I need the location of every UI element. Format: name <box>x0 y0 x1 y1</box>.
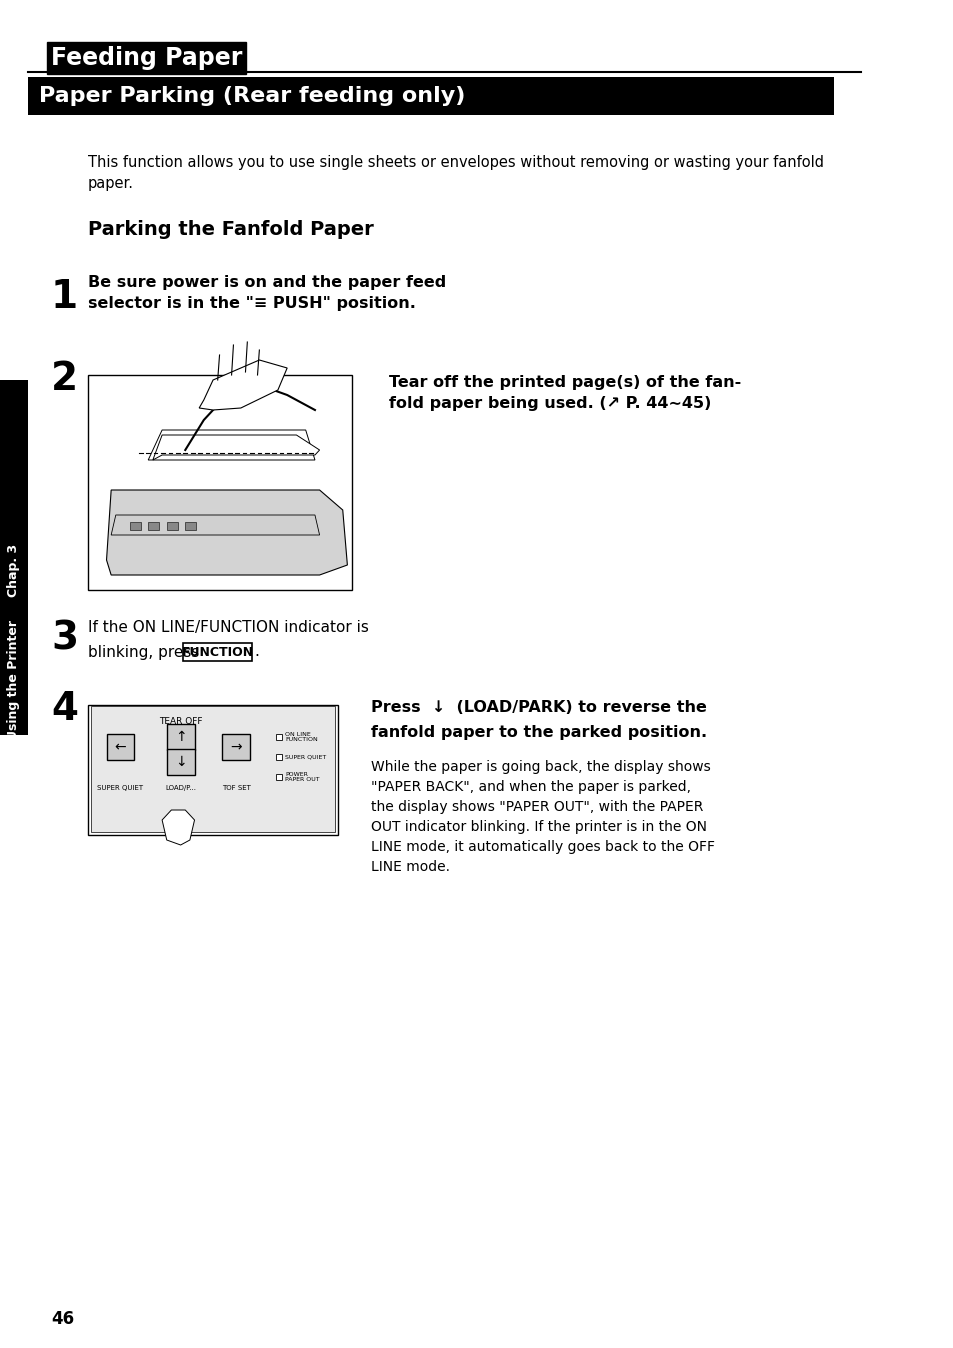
Bar <box>167 522 177 530</box>
Text: Paper Parking (Rear feeding only): Paper Parking (Rear feeding only) <box>39 86 465 106</box>
Bar <box>130 522 141 530</box>
FancyBboxPatch shape <box>222 735 250 760</box>
Text: FUNCTION: FUNCTION <box>181 646 253 659</box>
Text: 2: 2 <box>51 360 78 398</box>
Bar <box>275 735 281 740</box>
Text: ↓: ↓ <box>174 755 186 768</box>
Text: blinking, press: blinking, press <box>88 644 204 661</box>
Text: Using the Printer: Using the Printer <box>8 620 20 740</box>
Text: →: → <box>231 740 242 754</box>
Bar <box>148 522 159 530</box>
Text: LOAD/P...: LOAD/P... <box>165 785 196 791</box>
Bar <box>28 77 833 115</box>
Text: If the ON LINE/FUNCTION indicator is: If the ON LINE/FUNCTION indicator is <box>88 620 369 635</box>
Bar <box>88 375 352 590</box>
Bar <box>275 754 281 760</box>
Polygon shape <box>199 360 287 410</box>
Bar <box>0 380 28 735</box>
Polygon shape <box>152 435 319 460</box>
Text: Be sure power is on and the paper feed
selector is in the "≡ PUSH" position.: Be sure power is on and the paper feed s… <box>88 275 446 311</box>
FancyBboxPatch shape <box>167 724 194 749</box>
Text: Tear off the printed page(s) of the fan-
fold paper being used. (↗ P. 44∼45): Tear off the printed page(s) of the fan-… <box>389 375 740 411</box>
Text: TEAR OFF: TEAR OFF <box>159 717 202 727</box>
Polygon shape <box>107 491 347 576</box>
Text: ↑: ↑ <box>174 731 186 744</box>
Text: POWER
PAPER OUT: POWER PAPER OUT <box>285 771 319 782</box>
Text: Feeding Paper: Feeding Paper <box>51 46 242 70</box>
Bar <box>88 705 337 834</box>
FancyBboxPatch shape <box>167 749 194 775</box>
FancyBboxPatch shape <box>183 643 252 661</box>
Text: TOF SET: TOF SET <box>221 785 251 791</box>
Text: 1: 1 <box>51 278 78 315</box>
Bar <box>275 774 281 780</box>
FancyBboxPatch shape <box>107 735 134 760</box>
Polygon shape <box>112 515 319 535</box>
Text: Press  ↓  (LOAD/PARK) to reverse the: Press ↓ (LOAD/PARK) to reverse the <box>370 700 705 714</box>
Text: Parking the Fanfold Paper: Parking the Fanfold Paper <box>88 220 374 239</box>
Text: This function allows you to use single sheets or envelopes without removing or w: This function allows you to use single s… <box>88 155 823 191</box>
Text: .: . <box>254 644 259 659</box>
Text: 46: 46 <box>51 1310 74 1328</box>
Text: ←: ← <box>114 740 126 754</box>
Text: 4: 4 <box>51 690 78 728</box>
Text: ON LINE
FUNCTION: ON LINE FUNCTION <box>285 732 317 743</box>
Bar <box>185 522 196 530</box>
Text: While the paper is going back, the display shows
"PAPER BACK", and when the pape: While the paper is going back, the displ… <box>370 760 714 875</box>
Bar <box>91 706 335 832</box>
Text: Chap. 3: Chap. 3 <box>8 543 20 597</box>
Text: SUPER QUIET: SUPER QUIET <box>97 785 143 791</box>
Text: SUPER QUIET: SUPER QUIET <box>285 755 326 759</box>
Polygon shape <box>148 430 314 460</box>
Polygon shape <box>162 810 194 845</box>
Text: 3: 3 <box>51 620 78 658</box>
Text: fanfold paper to the parked position.: fanfold paper to the parked position. <box>370 725 706 740</box>
